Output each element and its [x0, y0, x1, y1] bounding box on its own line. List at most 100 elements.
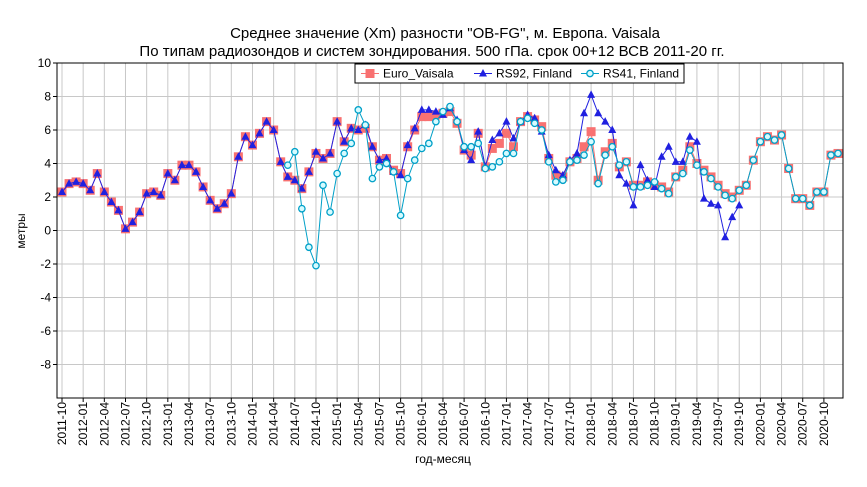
data-point: [403, 174, 412, 183]
x-tick-label: 2016-01: [415, 402, 429, 446]
y-tick-label: -8: [40, 358, 51, 372]
data-point: [333, 169, 341, 178]
data-point: [693, 161, 701, 170]
data-point: [587, 90, 596, 98]
x-tick-label: 2015-01: [330, 402, 344, 446]
data-point: [114, 205, 123, 214]
data-point: [586, 127, 596, 137]
data-point: [495, 157, 504, 166]
data-point: [508, 142, 518, 152]
x-tick-label: 2014-04: [267, 402, 281, 446]
data-point: [594, 108, 603, 117]
y-tick-label: -4: [40, 291, 51, 305]
data-point: [650, 182, 659, 190]
data-point: [587, 137, 595, 146]
data-point: [685, 132, 694, 140]
data-point: [572, 148, 581, 157]
data-point: [721, 191, 729, 200]
data-point: [424, 139, 433, 148]
x-tick-label: 2018-10: [648, 402, 662, 446]
x-tick-label: 2012-04: [97, 402, 111, 446]
x-tick-label: 2019-10: [732, 402, 746, 446]
data-point: [566, 157, 574, 166]
x-tick-label: 2013-10: [224, 402, 238, 446]
data-point: [474, 127, 483, 135]
data-point: [382, 153, 391, 162]
data-point: [650, 178, 659, 186]
data-point: [368, 142, 377, 150]
data-point: [671, 173, 680, 181]
data-point: [319, 153, 328, 162]
data-point: [100, 187, 109, 195]
data-point: [439, 107, 447, 116]
legend-label: RS92, Finland: [496, 67, 572, 81]
x-tick-label: 2020-01: [753, 402, 767, 446]
data-point: [678, 157, 687, 165]
data-point: [664, 142, 673, 150]
x-tick-label: 2020-07: [796, 402, 810, 446]
data-point: [551, 165, 560, 174]
data-point: [170, 175, 179, 184]
data-point: [347, 123, 356, 132]
data-point: [812, 188, 821, 196]
data-point: [262, 117, 271, 125]
x-tick-label: 2015-07: [372, 402, 386, 446]
data-point: [319, 181, 327, 190]
legend-item-euro-vaisala: Euro_Vaisala: [361, 67, 454, 81]
data-point: [446, 102, 454, 111]
data-point: [460, 142, 468, 151]
x-tick-label: 2015-10: [394, 402, 408, 446]
data-point: [213, 204, 222, 212]
data-point: [629, 200, 638, 209]
data-point: [678, 169, 687, 178]
data-point: [58, 187, 66, 195]
data-point: [431, 110, 441, 120]
y-axis-ticks: 10 8 6 4 2 0 -2 -4 -6 -8: [38, 56, 57, 372]
data-point: [629, 183, 638, 191]
data-point: [121, 224, 130, 232]
data-point: [445, 107, 455, 117]
data-point: [361, 121, 370, 129]
y-tick-label: 8: [44, 90, 51, 104]
y-tick-label: 2: [44, 190, 51, 204]
data-point: [488, 135, 497, 144]
data-point: [721, 232, 730, 241]
legend-marker: [365, 69, 375, 78]
data-point: [643, 175, 652, 184]
y-tick-label: -2: [40, 257, 51, 271]
data-point: [474, 139, 483, 148]
data-point: [466, 150, 476, 160]
data-point: [248, 140, 257, 149]
data-point: [276, 157, 285, 165]
data-point: [72, 177, 81, 185]
legend-box: [354, 63, 685, 84]
data-point: [255, 128, 264, 137]
data-point: [502, 117, 511, 125]
data-point: [530, 113, 539, 122]
data-point: [304, 167, 313, 175]
data-point: [93, 169, 102, 177]
data-point: [107, 197, 116, 206]
x-tick-label: 2014-10: [309, 402, 323, 446]
x-tick-label: 2014-07: [288, 402, 302, 446]
data-point: [290, 147, 299, 156]
data-point: [410, 156, 419, 164]
y-tick-label: -6: [40, 324, 51, 338]
data-point: [636, 183, 645, 191]
x-tick-label: 2014-01: [245, 402, 259, 446]
data-point: [312, 261, 320, 270]
x-tick-label: 2017-04: [521, 402, 535, 446]
data-point: [354, 125, 363, 133]
data-point: [269, 125, 278, 133]
data-point: [375, 155, 384, 164]
data-point: [756, 137, 765, 146]
data-point: [615, 170, 624, 179]
data-point: [206, 195, 215, 204]
data-point: [424, 105, 433, 113]
data-point: [199, 182, 208, 190]
x-tick-label: 2016-10: [478, 402, 492, 446]
data-point: [686, 146, 694, 154]
data-point: [805, 201, 814, 210]
data-point: [347, 139, 356, 148]
data-point: [579, 142, 589, 152]
